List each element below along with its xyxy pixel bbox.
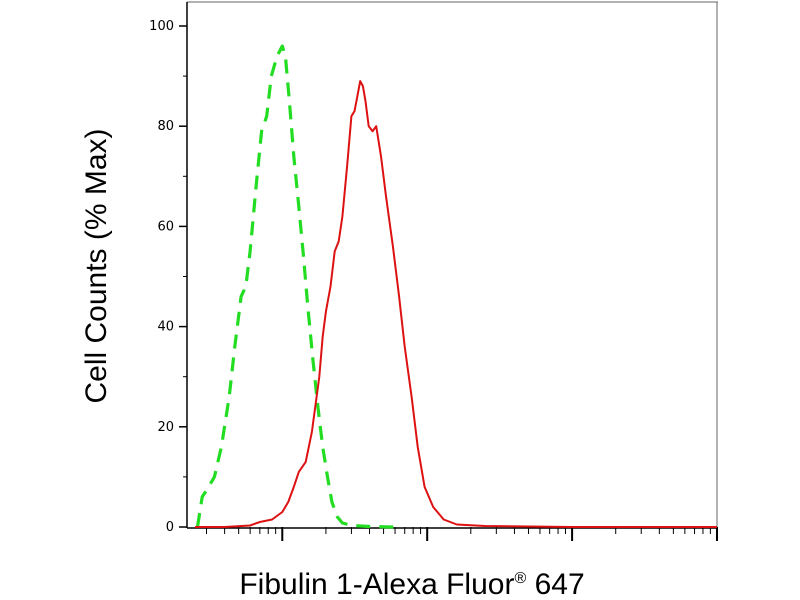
series-line-1 [195, 80, 717, 528]
x-axis-label-tail: 647 [526, 568, 584, 600]
y-tick-label: 100 [149, 19, 174, 34]
y-tick-label: 40 [157, 320, 174, 335]
series-layer [195, 44, 717, 529]
y-tick-label: 20 [157, 420, 174, 435]
y-ticks: 0 20 40 60 80 100 [149, 19, 187, 535]
y-tick-label: 60 [157, 219, 174, 234]
registered-mark: ® [514, 570, 526, 587]
x-axis-label: Fibulin 1-Alexa Fluor® 647 [239, 568, 584, 600]
y-axis-label: Cell Counts (% Max) [80, 128, 113, 403]
series-line-0 [195, 44, 396, 529]
y-tick-label: 80 [157, 119, 174, 134]
y-tick-label: 0 [166, 520, 174, 535]
x-axis-label-main: Fibulin 1-Alexa Fluor [239, 568, 514, 600]
